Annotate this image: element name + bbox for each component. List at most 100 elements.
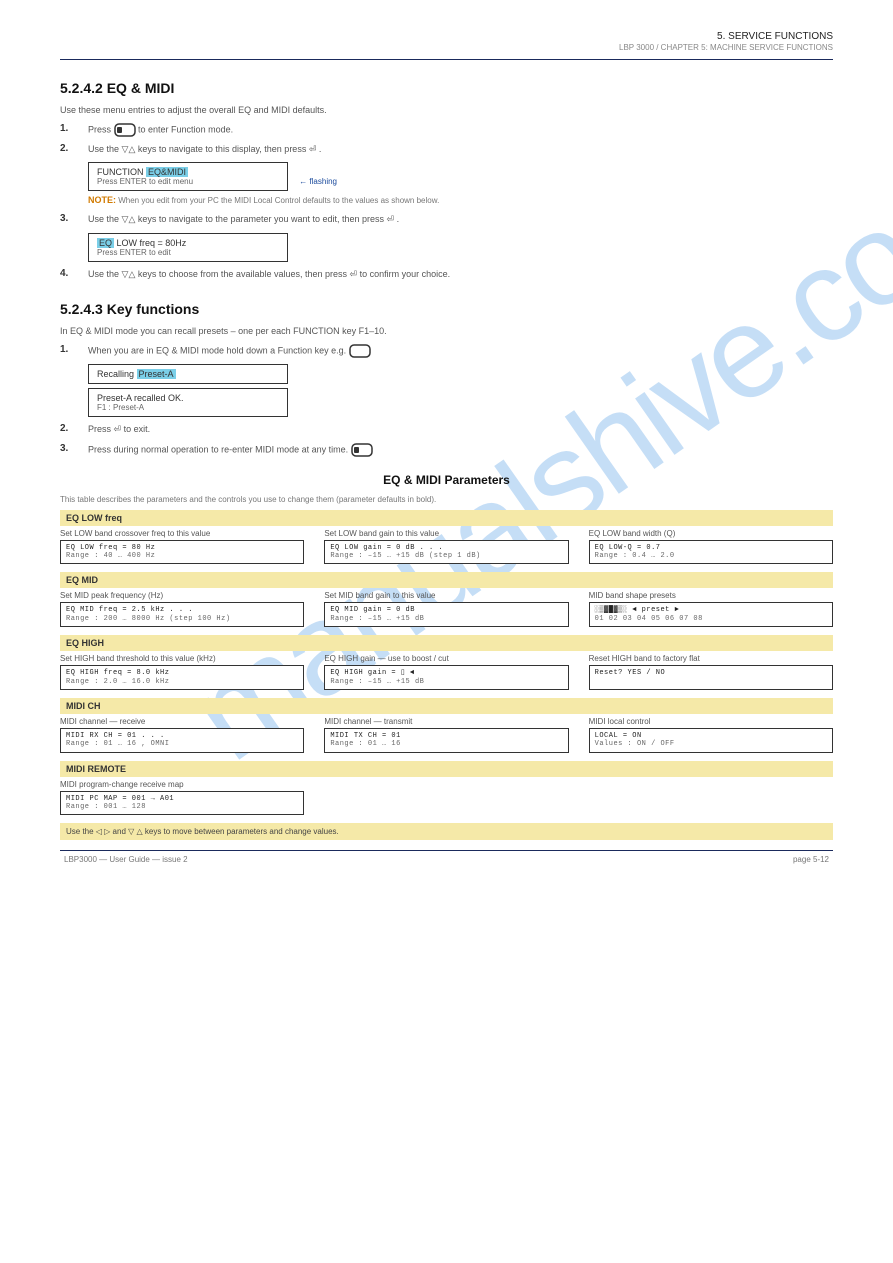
step-3-text-c: . (397, 214, 400, 224)
step-4: 4. Use the ▽△ keys to choose from the av… (60, 268, 833, 282)
lcd-box-2: EQ LOW freq = 80Hz Press ENTER to edit (88, 233, 288, 262)
section2-intro: In EQ & MIDI mode you can recall presets… (60, 325, 833, 338)
step-2: 2. Use the ▽△ keys to navigate to this d… (60, 143, 833, 157)
param-row-grid: MIDI program-change receive mapMIDI PC M… (60, 777, 833, 816)
lcd4-line2: F1 : Preset-A (97, 403, 279, 412)
lcd2-line1b: LOW freq = 80Hz (114, 238, 186, 248)
note-1-label: NOTE: (88, 195, 116, 205)
lcd1-line1b: EQ&MIDI (146, 167, 188, 177)
param-col-sublabel (589, 777, 833, 791)
param-col-sublabel: Set LOW band gain to this value (324, 526, 568, 540)
param-col-lcd: EQ LOW gain = 0 dB . . .Range : –15 … +1… (324, 540, 568, 565)
param-row-label: EQ HIGH (60, 635, 833, 651)
step-3-text-b: keys to navigate to the parameter you wa… (138, 214, 387, 224)
updown-icon-3: ▽△ (122, 269, 136, 279)
s2-step-3-num: 3. (60, 443, 88, 454)
footer-note: Use the ◁ ▷ and ▽ △ keys to move between… (60, 823, 833, 840)
lcd1-line1a: FUNCTION (97, 167, 146, 177)
s2-step-1-text-a: When you are in EQ & MIDI mode hold down… (88, 345, 349, 355)
lcd-box-4: Preset-A recalled OK. F1 : Preset-A (88, 388, 288, 417)
footer-rule (60, 850, 833, 851)
param-table: EQ LOW freqSet LOW band crossover freq t… (60, 510, 833, 816)
step-4-text-a: Use the (88, 269, 122, 279)
param-col-lcd: EQ LOW-Q = 0.7Range : 0.4 … 2.0 (589, 540, 833, 565)
step-1-text-b: to enter Function mode. (138, 124, 233, 134)
step-3-text: Use the ▽△ keys to navigate to the param… (88, 213, 399, 227)
param-col-sublabel: MID band shape presets (589, 588, 833, 602)
step-2-text-c: . (319, 144, 322, 154)
param-col-lcd: EQ LOW freq = 80 HzRange : 40 … 400 Hz (60, 540, 304, 565)
s2-step-1-num: 1. (60, 344, 88, 355)
param-col-sublabel: MIDI channel — receive (60, 714, 304, 728)
updown-icon-2: ▽△ (122, 214, 136, 224)
step-3-num: 3. (60, 213, 88, 224)
section1-intro: Use these menu entries to adjust the ove… (60, 104, 833, 117)
param-col-lcd: ░▒▓█▓▒░ ◄ preset ►01 02 03 04 05 06 07 0… (589, 602, 833, 627)
updown-icon: ▽△ (122, 144, 136, 154)
lcd1-pointer-text: flashing (309, 177, 337, 186)
param-col-lcd: MIDI RX CH = 01 . . .Range : 01 … 16 , O… (60, 728, 304, 753)
param-col-sublabel: MIDI program-change receive map (60, 777, 304, 791)
function-key-icon (114, 123, 136, 137)
s2-step-1: 1. When you are in EQ & MIDI mode hold d… (60, 344, 833, 358)
param-col-sublabel: EQ LOW band width (Q) (589, 526, 833, 540)
param-col-lcd: EQ HIGH gain = ▯ ◄Range : –15 … +15 dB (324, 665, 568, 690)
lcd1-pointer: ← flashing (299, 177, 337, 186)
param-col-sublabel: MIDI local control (589, 714, 833, 728)
s2-step-3: 3. Press during normal operation to re-e… (60, 443, 833, 457)
lcd-box-1: FUNCTION EQ&MIDI Press ENTER to edit men… (88, 162, 288, 191)
header-category: 5. SERVICE FUNCTIONS (60, 30, 833, 43)
step-4-text-b: keys to choose from the available values… (138, 269, 350, 279)
footer-note-text: Use the ◁ ▷ and ▽ △ keys to move between… (66, 827, 339, 836)
param-col-sublabel: MIDI channel — transmit (324, 714, 568, 728)
header-rule (60, 59, 833, 60)
lcd2-line2: Press ENTER to edit (97, 248, 279, 257)
section2-title: 5.2.4.3 Key functions (60, 301, 833, 317)
param-col-lcd: EQ MID gain = 0 dBRange : –15 … +15 dB (324, 602, 568, 627)
param-row-label: MIDI REMOTE (60, 761, 833, 777)
section3-desc: This table describes the parameters and … (60, 495, 833, 504)
step-2-text-b: keys to navigate to this display, then p… (138, 144, 309, 154)
param-col-sublabel: Set HIGH band threshold to this value (k… (60, 651, 304, 665)
param-col-sublabel: Set MID peak frequency (Hz) (60, 588, 304, 602)
header-subcategory: LBP 3000 / CHAPTER 5: MACHINE SERVICE FU… (60, 43, 833, 53)
param-col-lcd: MIDI TX CH = 01Range : 01 … 16 (324, 728, 568, 753)
note-1-text: When you edit from your PC the MIDI Loca… (118, 196, 439, 205)
param-col-lcd: EQ HIGH freq = 8.0 kHzRange : 2.0 … 16.0… (60, 665, 304, 690)
param-col-sublabel: Set LOW band crossover freq to this valu… (60, 526, 304, 540)
param-col-sublabel: Reset HIGH band to factory flat (589, 651, 833, 665)
param-col-lcd: MIDI PC MAP = 001 → A01Range : 001 … 128 (60, 791, 304, 816)
step-4-text: Use the ▽△ keys to choose from the avail… (88, 268, 450, 282)
param-row-grid: Set HIGH band threshold to this value (k… (60, 651, 833, 690)
step-2-text: Use the ▽△ keys to navigate to this disp… (88, 143, 321, 157)
note-1: NOTE: When you edit from your PC the MID… (88, 195, 833, 205)
param-row-label: EQ MID (60, 572, 833, 588)
param-col-sublabel: EQ HIGH gain — use to boost / cut (324, 651, 568, 665)
s2-step-3-text: Press during normal operation to re-ente… (88, 443, 373, 457)
param-col-lcd: Reset? YES / NO (589, 665, 833, 690)
s2-step-2: 2. Press ⏎ to exit. (60, 423, 833, 437)
footer-left: LBP3000 — User Guide — issue 2 (64, 855, 188, 864)
s2-step-1-text: When you are in EQ & MIDI mode hold down… (88, 344, 371, 358)
section1-title: 5.2.4.2 EQ & MIDI (60, 80, 833, 96)
step-3-text-a: Use the (88, 214, 122, 224)
s2-step-2-text-b: to exit. (124, 424, 151, 434)
function-key-icon-2 (351, 443, 373, 457)
page-footer: LBP3000 — User Guide — issue 2 page 5-12 (60, 855, 833, 864)
lcd3-line1a: Recalling (97, 369, 137, 379)
s2-step-2-text-a: Press (88, 424, 114, 434)
param-row-grid: MIDI channel — receive MIDI channel — tra… (60, 714, 833, 753)
enter-icon-3: ⏎ (350, 269, 358, 279)
footer-right: page 5-12 (793, 855, 829, 864)
param-col-lcd: EQ MID freq = 2.5 kHz . . .Range : 200 …… (60, 602, 304, 627)
enter-icon-4: ⏎ (114, 424, 122, 434)
s2-step-2-text: Press ⏎ to exit. (88, 423, 150, 437)
step-4-num: 4. (60, 268, 88, 279)
param-col-lcd: LOCAL = ONValues : ON / OFF (589, 728, 833, 753)
s2-step-3-text-a: Press during normal operation to re-ente… (88, 444, 348, 454)
param-col-sublabel (324, 777, 568, 791)
param-row-grid: Set LOW band crossover freq to this valu… (60, 526, 833, 565)
step-4-text-c: to confirm your choice. (360, 269, 451, 279)
param-row-grid: Set MID peak frequency (Hz)Set MID band … (60, 588, 833, 627)
lcd2-line1a: EQ (97, 238, 114, 248)
